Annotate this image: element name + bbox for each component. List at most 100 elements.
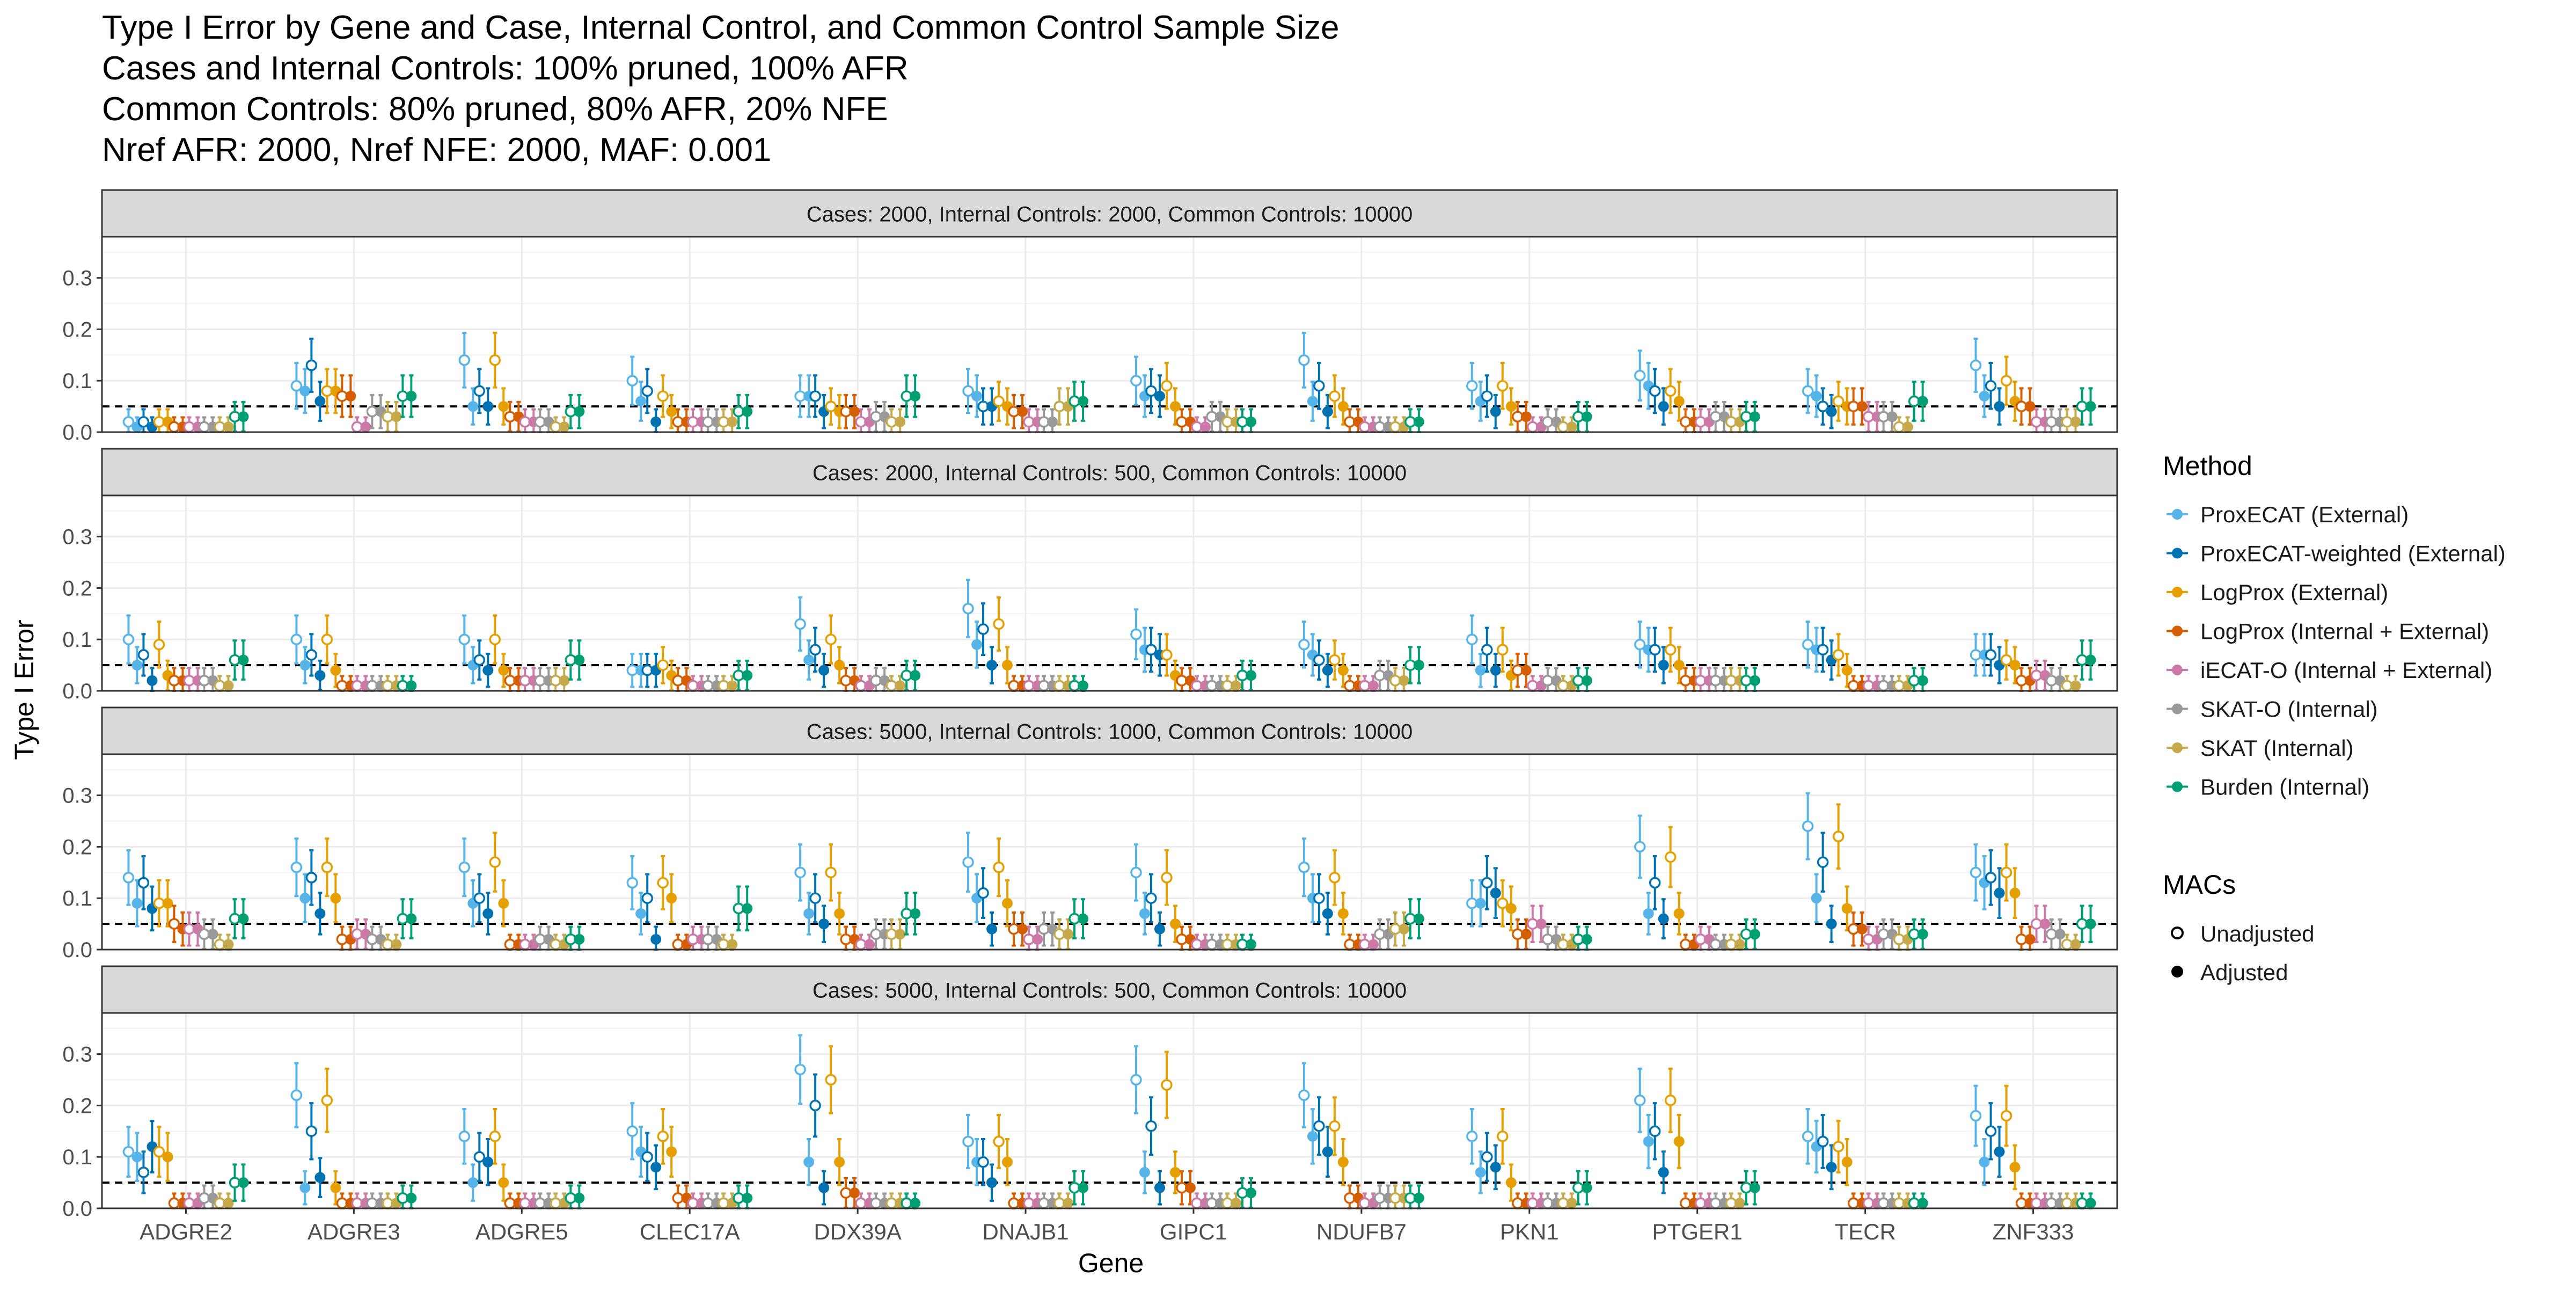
point-marker bbox=[1063, 1198, 1074, 1209]
unadjusted-point bbox=[458, 837, 471, 898]
point-marker bbox=[962, 856, 974, 868]
point-marker bbox=[1413, 913, 1424, 924]
point-marker bbox=[1329, 654, 1341, 666]
adjusted-point bbox=[1581, 667, 1592, 692]
unadjusted-point bbox=[2015, 387, 2028, 426]
adjusted-point bbox=[1841, 652, 1853, 688]
point-marker bbox=[993, 1135, 1005, 1148]
point-marker bbox=[1002, 1156, 1013, 1168]
point-marker bbox=[131, 1151, 143, 1163]
unadjusted-point bbox=[1908, 381, 1920, 422]
unadjusted-point bbox=[1497, 362, 1509, 410]
point-marker bbox=[1398, 923, 1409, 935]
point-marker bbox=[1649, 877, 1661, 889]
legend-adjusted-symbol bbox=[2171, 966, 2183, 978]
point-marker bbox=[641, 385, 653, 397]
point-marker bbox=[1313, 1120, 1325, 1132]
unadjusted-point bbox=[137, 855, 150, 910]
point-marker bbox=[406, 1192, 417, 1204]
legend-unadjusted-label: Unadjusted bbox=[2200, 921, 2314, 946]
unadjusted-point bbox=[1481, 374, 1493, 418]
unadjusted-point bbox=[137, 408, 150, 433]
adjusted-point bbox=[910, 374, 921, 418]
point-marker bbox=[910, 908, 921, 919]
point-marker bbox=[1329, 1120, 1341, 1132]
y-tick-label: 0.3 bbox=[62, 267, 92, 290]
point-marker bbox=[727, 939, 738, 950]
unadjusted-point bbox=[198, 667, 210, 692]
point-marker bbox=[1643, 1136, 1654, 1147]
point-marker bbox=[321, 861, 333, 873]
point-marker bbox=[742, 1192, 753, 1204]
point-marker bbox=[1520, 665, 1532, 676]
point-marker bbox=[1078, 680, 1089, 691]
legend-label: ProxECAT (External) bbox=[2200, 502, 2409, 527]
point-marker bbox=[1970, 1110, 1982, 1122]
point-marker bbox=[299, 1182, 311, 1193]
point-marker bbox=[993, 395, 1005, 407]
unadjusted-point bbox=[809, 374, 821, 418]
adjusted-point bbox=[375, 393, 386, 429]
x-axis: ADGRE2 ADGRE3 ADGRE5 CLEC17A DDX39A DNAJB1 GIP… bbox=[140, 1208, 2074, 1244]
point-marker bbox=[834, 1156, 845, 1168]
unadjusted-point bbox=[1985, 633, 1997, 677]
point-marker bbox=[993, 618, 1005, 630]
unadjusted-point bbox=[229, 639, 241, 681]
point-marker bbox=[162, 1151, 173, 1163]
adjusted-point bbox=[1367, 675, 1379, 692]
point-marker bbox=[1322, 406, 1333, 417]
unadjusted-point bbox=[168, 905, 180, 943]
point-marker bbox=[482, 401, 494, 412]
unadjusted-point bbox=[122, 614, 135, 665]
point-marker bbox=[1826, 1162, 1837, 1173]
unadjusted-point bbox=[901, 374, 912, 418]
unadjusted-point bbox=[1832, 381, 1845, 422]
point-marker bbox=[1985, 649, 1997, 661]
point-marker bbox=[977, 623, 989, 635]
point-marker bbox=[977, 1156, 989, 1168]
legend-symbol bbox=[2172, 665, 2183, 675]
title-line-3: Common Controls: 80% pruned, 80% AFR, 20… bbox=[102, 91, 888, 128]
point-marker bbox=[1078, 1182, 1089, 1193]
point-marker bbox=[1979, 390, 1990, 402]
point-marker bbox=[122, 416, 135, 428]
point-marker bbox=[650, 416, 662, 427]
point-marker bbox=[809, 1099, 821, 1112]
unadjusted-point bbox=[229, 898, 241, 939]
point-marker bbox=[1154, 390, 1165, 402]
point-marker bbox=[489, 354, 501, 366]
point-marker bbox=[1245, 939, 1256, 950]
adjusted-point bbox=[666, 393, 677, 429]
point-marker bbox=[971, 639, 983, 650]
point-marker bbox=[650, 1162, 662, 1173]
point-marker bbox=[1032, 933, 1043, 945]
point-marker bbox=[794, 618, 806, 630]
x-axis-label: Gene bbox=[1078, 1248, 1144, 1278]
unadjusted-point bbox=[565, 639, 577, 681]
unadjusted-point bbox=[962, 368, 974, 414]
point-marker bbox=[1307, 396, 1318, 407]
unadjusted-point bbox=[1466, 614, 1478, 665]
point-marker bbox=[458, 1130, 471, 1142]
point-marker bbox=[238, 654, 249, 666]
point-marker bbox=[1466, 1130, 1478, 1142]
point-marker bbox=[1841, 665, 1853, 676]
unadjusted-point bbox=[1817, 387, 1829, 426]
point-marker bbox=[1481, 877, 1493, 889]
point-marker bbox=[1367, 680, 1379, 691]
y-tick-label: 0.1 bbox=[62, 369, 92, 393]
adjusted-point bbox=[1520, 400, 1532, 433]
adjusted-point bbox=[482, 652, 494, 688]
point-marker bbox=[1154, 923, 1165, 935]
point-marker bbox=[657, 659, 669, 671]
y-tick-label: 0.2 bbox=[62, 1094, 92, 1118]
point-marker bbox=[467, 1177, 479, 1188]
legend-label: ProxECAT-weighted (External) bbox=[2200, 541, 2506, 566]
point-marker bbox=[574, 406, 585, 417]
point-marker bbox=[574, 654, 585, 666]
point-marker bbox=[1994, 401, 2005, 412]
adjusted-point bbox=[467, 387, 479, 426]
point-marker bbox=[290, 1089, 303, 1102]
legend-item: LogProx (External) bbox=[2167, 580, 2388, 605]
point-marker bbox=[1581, 675, 1592, 686]
